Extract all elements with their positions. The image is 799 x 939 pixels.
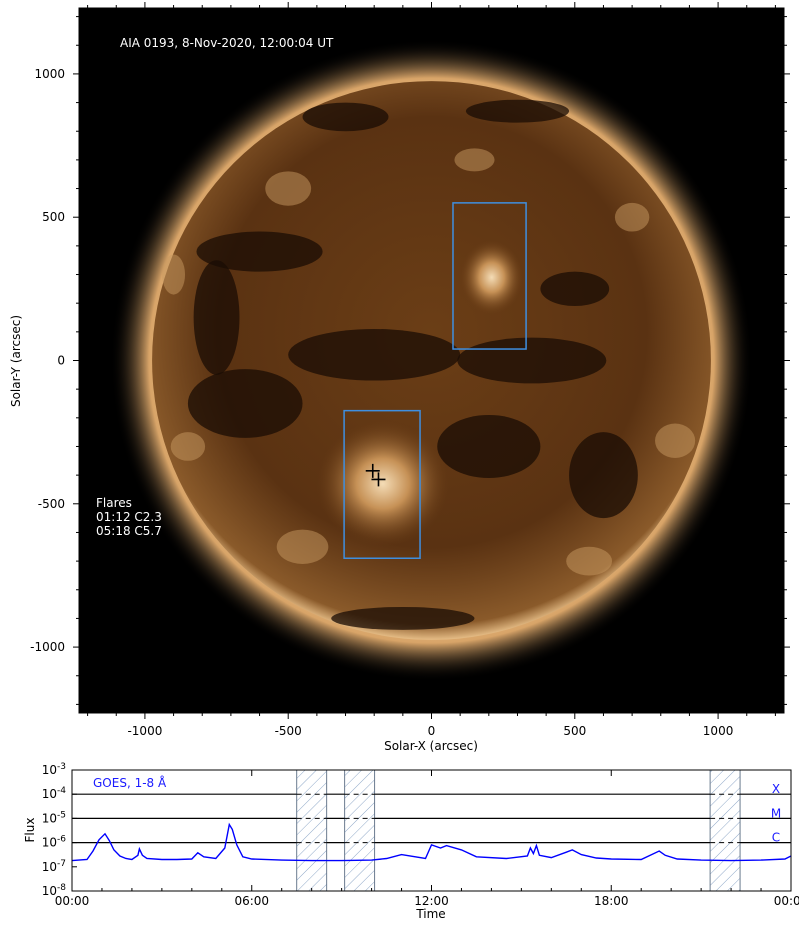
y-tick-label: 10-4 [42, 786, 67, 801]
x-tick-label: -1000 [127, 724, 162, 738]
region-box-north [452, 202, 527, 350]
flares-title: Flares [96, 496, 132, 510]
flare-marker [365, 463, 380, 478]
dark-region [540, 271, 610, 307]
goes-lightcurve-panel: GOES, 1-8 Å XMC 00:00 06:00 12:00 18:00 00:0… [23, 762, 799, 921]
active-region-south [316, 420, 449, 547]
y-tick-label: -500 [38, 497, 65, 511]
x-tick-label: 1000 [703, 724, 734, 738]
class-label: X [772, 782, 780, 796]
dark-region [457, 337, 607, 384]
flare-entry: 01:12 C2.3 [96, 510, 162, 524]
image-y-ticks: 1000 500 0 -500 -1000 [30, 16, 790, 705]
region-box-south [343, 409, 421, 559]
bright-region [170, 432, 206, 461]
bright-region [614, 202, 650, 232]
class-label: M [771, 806, 781, 820]
x-tick-label: 0 [428, 724, 436, 738]
x-tick-label: 12:00 [414, 894, 449, 908]
goes-flux-line [72, 822, 791, 862]
y-tick-label: 10-6 [42, 835, 67, 850]
image-x-ticks: -1000 -500 0 500 1000 [87, 2, 776, 738]
x-tick-label: -500 [275, 724, 302, 738]
image-title: AIA 0193, 8-Nov-2020, 12:00:04 UT [120, 36, 334, 50]
class-level-lines [72, 793, 791, 844]
flare-markers [365, 463, 386, 487]
goes-title: GOES, 1-8 Å [93, 775, 167, 790]
active-region-north [460, 240, 524, 315]
x-tick-label: 00:00 [774, 894, 799, 908]
shaded-interval [344, 770, 376, 891]
y-tick-label: 10-7 [42, 859, 66, 874]
y-tick-label: 10-5 [42, 810, 66, 825]
bright-region [162, 254, 186, 295]
plot-frame [71, 769, 792, 892]
bright-region [265, 171, 312, 206]
shaded-interval [296, 770, 328, 891]
bright-region [454, 148, 495, 172]
y-tick-label: 0 [57, 354, 65, 368]
dark-region [187, 369, 303, 438]
y-tick-label: -1000 [30, 640, 65, 654]
goes-x-ticks: 00:00 06:00 12:00 18:00 00:00 [55, 770, 799, 908]
image-x-axis-label: Solar-X (arcsec) [384, 739, 478, 753]
image-y-axis-label: Solar-Y (arcsec) [9, 315, 23, 407]
goes-y-axis-label: Flux [23, 818, 37, 843]
dark-region [196, 231, 323, 272]
x-tick-label: 06:00 [234, 894, 269, 908]
bright-region [566, 546, 613, 576]
dark-region [288, 328, 461, 381]
shaded-interval [709, 770, 741, 891]
y-tick-label: 10-3 [42, 762, 66, 777]
dark-region [193, 260, 240, 375]
dark-region [437, 414, 541, 478]
bright-region [276, 529, 329, 564]
flare-entry: 05:18 C5.7 [96, 524, 162, 538]
class-label: C [772, 831, 780, 845]
solar-image-panel: AIA 0193, 8-Nov-2020, 12:00:04 UT Flares… [9, 2, 790, 753]
x-tick-label: 18:00 [594, 894, 629, 908]
goes-x-axis-label: Time [415, 907, 445, 921]
dark-region [331, 606, 475, 630]
x-tick-label: 00:00 [55, 894, 90, 908]
shaded-intervals [296, 770, 741, 891]
flare-marker [371, 472, 386, 487]
y-tick-label: 500 [42, 210, 65, 224]
bright-region [655, 423, 696, 458]
dark-region [569, 432, 638, 519]
y-tick-label: 1000 [34, 67, 65, 81]
flare-class-labels: XMC [771, 782, 781, 844]
dark-region [302, 102, 389, 132]
dark-region [465, 99, 570, 123]
x-tick-label: 500 [563, 724, 586, 738]
